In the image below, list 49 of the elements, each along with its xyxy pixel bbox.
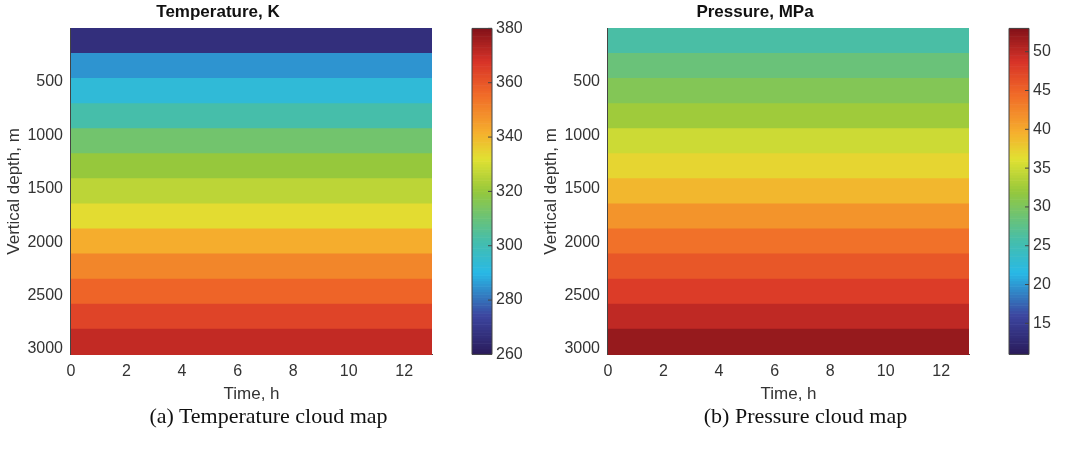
color-bar-label: 20 [1033,274,1051,292]
y-tick-label: 2000 [27,232,64,250]
color-bar-label: 35 [1033,158,1051,176]
y-tick-label: 1500 [27,179,64,197]
y-tick-label: 1500 [564,179,601,197]
x-tick-label: 8 [288,362,298,380]
x-tick-label: 4 [177,362,187,380]
y-tick-label: 500 [36,72,64,90]
chart-title: Pressure, MPa [696,1,815,21]
y-tick-label: 2500 [27,286,64,304]
y-tick-label: 3000 [27,339,64,357]
color-bar-label: 25 [1033,236,1051,254]
x-tick-label: 6 [770,362,780,380]
y-axis-title: Vertical depth, m [3,128,23,255]
color-bar-label: 320 [496,181,523,199]
color-bar-label: 380 [496,18,523,36]
x-tick-label: 12 [932,362,951,380]
y-tick-label: 2500 [564,286,601,304]
x-tick-label: 0 [603,362,613,380]
color-bar-label: 50 [1033,42,1051,60]
x-tick-label: 10 [339,362,358,380]
color-bar-label: 15 [1033,313,1051,331]
y-tick-label: 2000 [564,232,601,250]
y-axis-title: Vertical depth, m [540,128,560,255]
x-tick-label: 6 [233,362,243,380]
y-tick-label: 1000 [27,125,64,143]
x-tick-label: 12 [395,362,414,380]
x-tick-label: 2 [122,362,132,380]
color-bar-label: 280 [496,290,523,308]
x-tick-label: 10 [876,362,895,380]
x-axis-title: Time, h [223,384,280,404]
text: (b) Pressure cloud map [702,403,909,429]
x-tick-label: 0 [66,362,76,380]
color-bar-label: 360 [496,73,523,91]
y-tick-label: 1000 [564,125,601,143]
color-bar-label: 260 [496,344,523,362]
color-bar-label: 30 [1033,197,1051,215]
x-tick-label: 4 [714,362,724,380]
x-axis-title: Time, h [760,384,817,404]
x-tick-label: 2 [659,362,669,380]
text: (a) Temperature cloud map [148,403,389,429]
color-bar-label: 340 [496,127,523,145]
chart-title: Temperature, K [156,1,281,21]
y-tick-label: 3000 [564,339,601,357]
y-tick-label: 500 [573,72,601,90]
color-bar-label: 45 [1033,80,1051,98]
color-bar-label: 40 [1033,119,1051,137]
x-tick-label: 8 [825,362,835,380]
color-bar-label: 300 [496,236,523,254]
